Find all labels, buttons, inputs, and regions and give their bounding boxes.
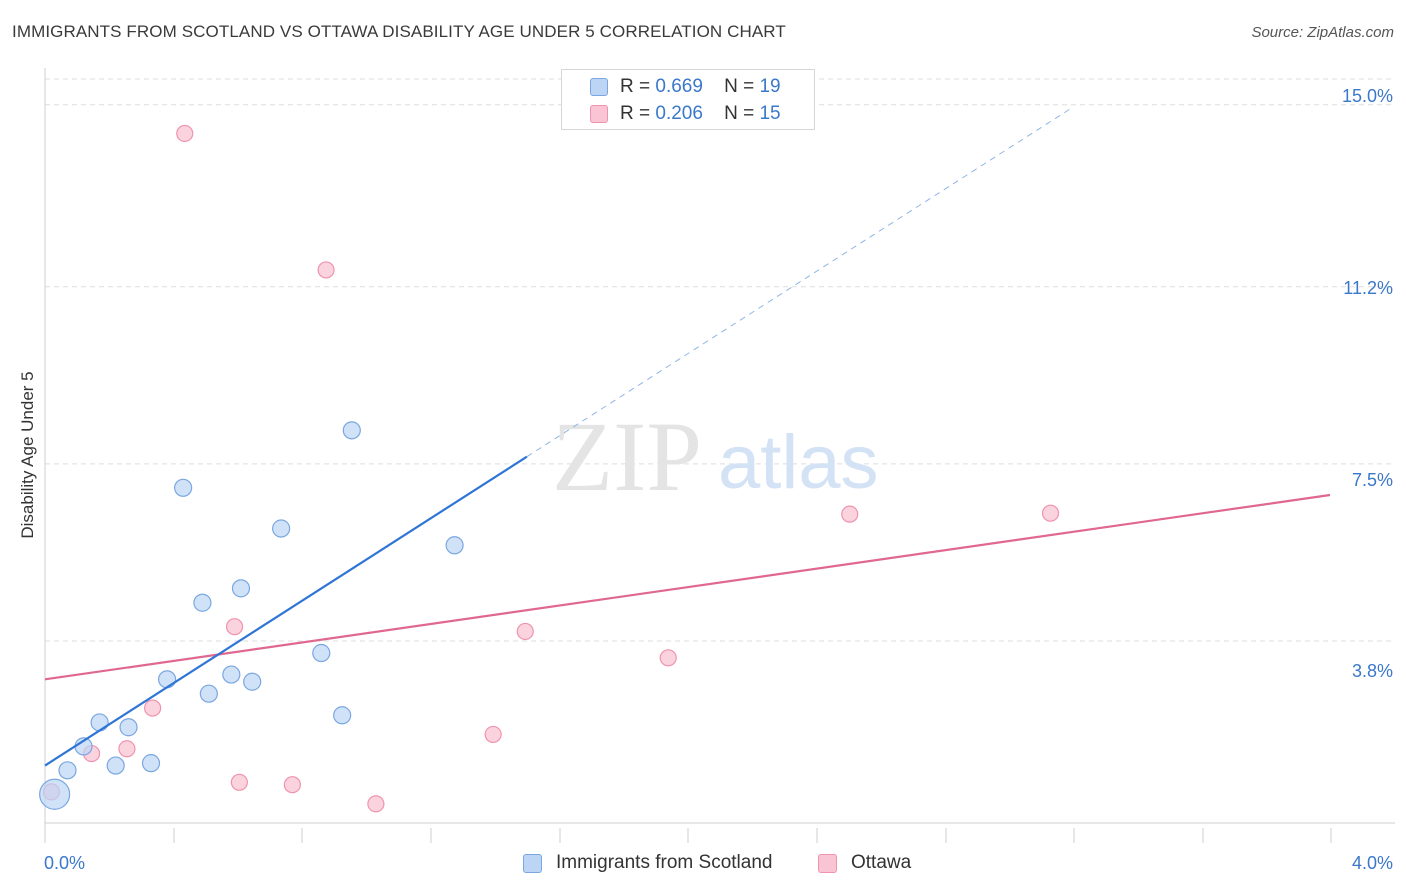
scotland-point xyxy=(231,579,251,598)
trend-lines xyxy=(44,106,1331,681)
scotland-point xyxy=(174,478,193,497)
scotland-point xyxy=(39,778,71,810)
source-credit: Source: ZipAtlas.com xyxy=(1251,24,1394,41)
stats-legend: R = 0.669 N = 19 R = 0.206 N = 15 xyxy=(561,69,815,130)
ottawa-point xyxy=(659,649,677,667)
trend-line-scotland-extrapolated xyxy=(526,106,1074,458)
x-tick-label: 4.0% xyxy=(1352,853,1393,873)
scotland-point xyxy=(58,761,77,780)
scotland-point xyxy=(157,670,177,689)
legend-label: Ottawa xyxy=(851,852,912,873)
legend-n-value: 19 xyxy=(759,76,781,97)
data-points xyxy=(39,124,1060,813)
ottawa-point xyxy=(118,740,136,758)
watermark: ZIP atlas xyxy=(552,401,879,512)
ottawa-point xyxy=(516,622,534,641)
tick-labels: 3.8% 7.5% 11.2% 15.0% 0.0% 4.0% xyxy=(44,86,1393,873)
ottawa-point xyxy=(230,773,248,791)
scotland-point xyxy=(333,706,352,725)
legend-label: Immigrants from Scotland xyxy=(556,852,773,873)
grid-lines xyxy=(45,78,1395,642)
scotland-point xyxy=(90,713,109,732)
y-axis-label: Disability Age Under 5 xyxy=(18,371,37,539)
ottawa-point xyxy=(1041,504,1060,522)
legend-swatch-pink xyxy=(818,854,837,873)
chart-title: IMMIGRANTS FROM SCOTLAND VS OTTAWA DISAB… xyxy=(12,22,786,41)
ottawa-point xyxy=(484,725,502,744)
scotland-point xyxy=(342,421,361,440)
watermark-zip: ZIP xyxy=(552,401,702,512)
scotland-point xyxy=(119,718,138,737)
scotland-point xyxy=(193,593,212,612)
scotland-point xyxy=(106,756,125,775)
scotland-point xyxy=(141,754,161,773)
trend-line-scotland xyxy=(44,455,528,767)
ottawa-point xyxy=(367,795,385,813)
legend-n-label: N = xyxy=(724,103,755,124)
legend-r-label: R = xyxy=(620,76,651,97)
trend-line-ottawa xyxy=(44,493,1331,681)
ottawa-point xyxy=(283,776,301,794)
ottawa-point xyxy=(841,505,859,523)
scotland-point xyxy=(272,519,291,538)
y-tick-label: 3.8% xyxy=(1352,661,1393,681)
ottawa-point xyxy=(144,699,162,717)
scotland-point xyxy=(243,672,262,691)
legend-r-label: R = xyxy=(620,103,651,124)
legend-swatch-blue xyxy=(523,854,542,873)
watermark-atlas: atlas xyxy=(718,420,879,505)
legend-swatch-blue xyxy=(590,78,608,96)
legend-n-value: 15 xyxy=(759,103,781,124)
y-tick-label: 15.0% xyxy=(1342,86,1393,106)
y-tick-label: 11.2% xyxy=(1343,278,1393,298)
ottawa-point xyxy=(176,124,194,143)
legend-n-label: N = xyxy=(724,76,755,97)
scotland-point xyxy=(199,684,218,703)
legend-swatch-pink xyxy=(590,105,608,123)
scotland-point xyxy=(222,665,241,684)
ottawa-point xyxy=(317,261,335,279)
scotland-point xyxy=(445,536,464,555)
legend-r-value: 0.206 xyxy=(655,103,703,124)
y-tick-label: 7.5% xyxy=(1352,470,1393,490)
x-tick-label: 0.0% xyxy=(44,853,85,873)
axes xyxy=(44,68,1395,843)
legend-r-value: 0.669 xyxy=(655,76,703,97)
ottawa-point xyxy=(225,618,244,636)
scotland-point xyxy=(312,643,331,663)
